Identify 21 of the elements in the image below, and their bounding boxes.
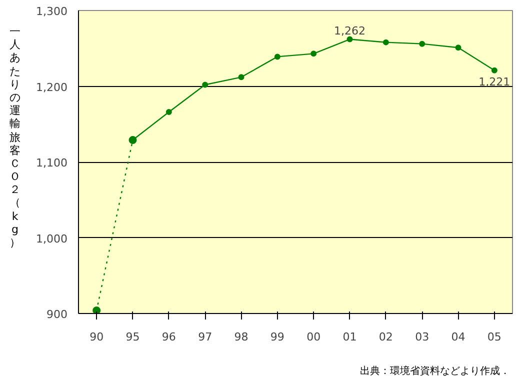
y-tick-label: 1,300 xyxy=(36,5,68,18)
source-note: 出典：環境省資料などより作成． xyxy=(360,365,510,378)
y-tick-label: 1,100 xyxy=(36,156,68,170)
x-tick-label: 96 xyxy=(162,330,176,344)
data-label: 1,221 xyxy=(478,75,510,88)
x-tick-label: 95 xyxy=(126,330,140,344)
x-tick-label: 90 xyxy=(90,330,104,344)
x-tick-label: 99 xyxy=(270,330,284,344)
x-tick-label: 02 xyxy=(378,330,393,344)
x-tick-label: 00 xyxy=(306,330,321,344)
y-tick-label: 1,200 xyxy=(36,80,68,94)
x-tick-label: 98 xyxy=(234,330,248,344)
x-tick-label: 05 xyxy=(487,330,502,344)
data-label: 1,262 xyxy=(334,24,366,38)
x-tick-label: 97 xyxy=(198,330,212,344)
text: 一人あたりの運輸旅客ＣＯ２（kg） xyxy=(10,25,20,249)
x-tick-label: 04 xyxy=(451,330,466,344)
y-tick-label: 900 xyxy=(46,308,68,321)
x-tick-label: 01 xyxy=(342,330,357,344)
x-tick-label: 03 xyxy=(415,330,430,344)
y-tick-label: 1,000 xyxy=(36,232,68,246)
